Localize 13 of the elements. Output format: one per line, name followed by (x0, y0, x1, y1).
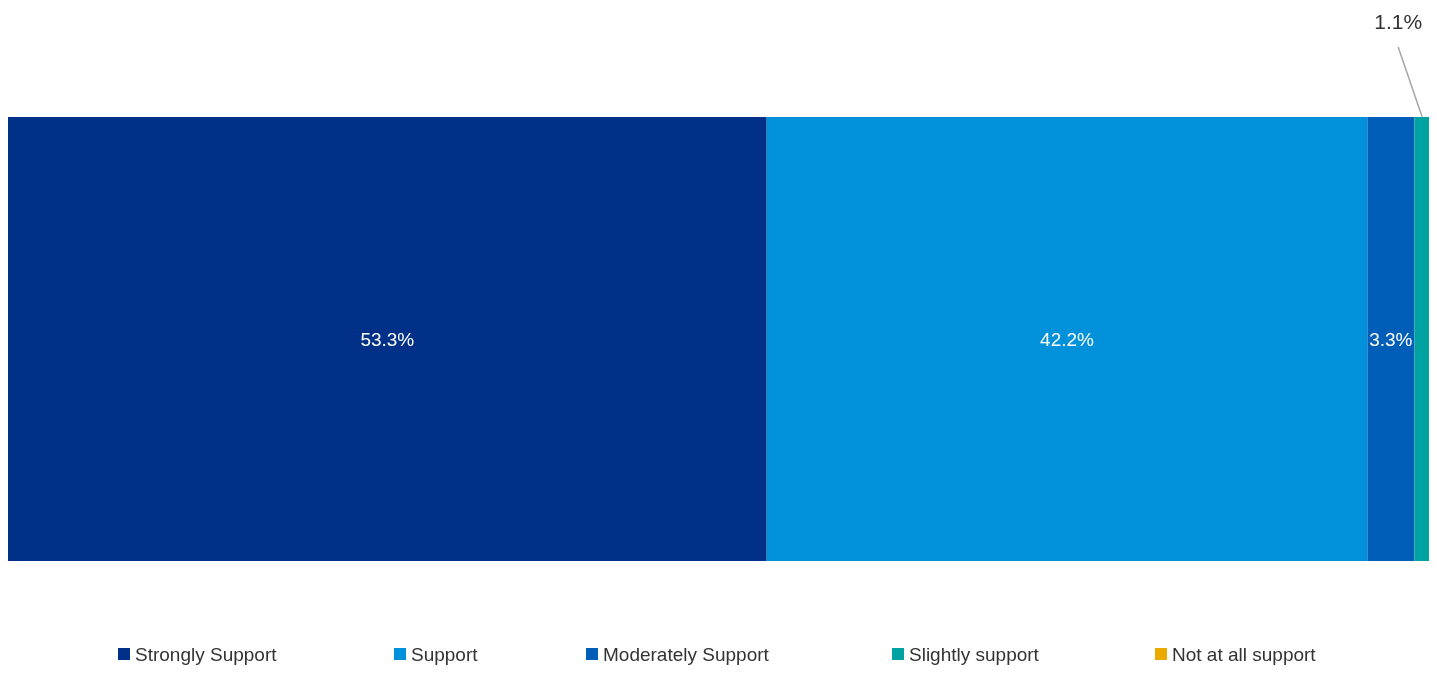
data-label: 3.3% (1369, 328, 1413, 350)
legend-label: Slightly support (909, 643, 1040, 665)
bar (1414, 117, 1429, 561)
bar (8, 117, 767, 561)
data-label: 1.1% (1374, 10, 1423, 33)
data-label: 53.3% (360, 328, 415, 350)
bar (1367, 117, 1415, 561)
bar (766, 117, 1368, 561)
legend-label: Support (411, 643, 479, 665)
legend-label: Moderately Support (603, 643, 770, 665)
legend-label: Strongly Support (135, 643, 278, 665)
data-label: 42.2% (1040, 328, 1095, 350)
legend-label: Not at all support (1172, 643, 1317, 665)
